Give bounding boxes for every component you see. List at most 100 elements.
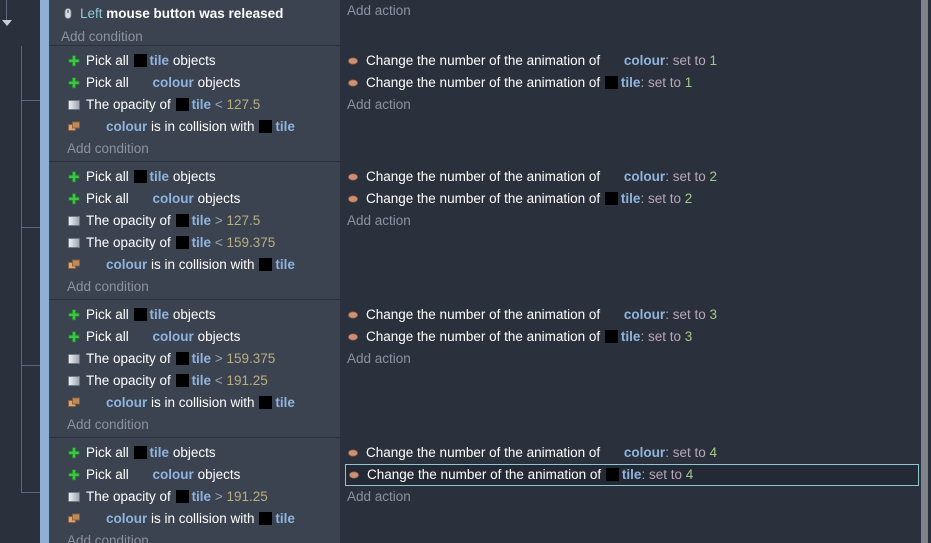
action-column: Change the number of the animation of co… [345, 442, 921, 508]
action-object-name: tile [620, 329, 641, 344]
add-condition-button[interactable]: Add condition [67, 417, 149, 432]
condition-text: is in collision with [151, 257, 255, 272]
condition-text: The opacity of [86, 97, 171, 112]
chevron-down-icon[interactable] [2, 20, 12, 26]
action-parameter: : set to [640, 191, 685, 206]
condition-text: is in collision with [151, 119, 255, 134]
add-condition-button[interactable]: Add condition [67, 533, 149, 543]
pick-all-icon [67, 468, 83, 482]
add-action-root[interactable]: Add action [347, 3, 411, 18]
condition-row[interactable]: Pick all colour objects [49, 72, 340, 94]
pick-all-icon [67, 446, 83, 460]
condition-row[interactable]: Pick all tile objects [49, 166, 340, 188]
condition-row[interactable]: colour is in collision with tile [49, 254, 340, 276]
condition-object-name: tile [149, 445, 170, 460]
condition-text-suffix: objects [197, 467, 241, 482]
opacity-icon [67, 490, 83, 504]
condition-text: Pick all [86, 445, 129, 460]
condition-row[interactable]: colour is in collision with tile [49, 392, 340, 414]
condition-row[interactable]: The opacity of tile > 127.5 [49, 210, 340, 232]
condition-text: Pick all [86, 191, 129, 206]
condition-row[interactable]: Pick all colour objects [49, 464, 340, 486]
sub-event-list: Pick all tile objects Pick all colour obj… [0, 46, 921, 543]
condition-text: is in collision with [151, 395, 255, 410]
condition-value: 159.375 [226, 351, 276, 366]
add-action-button[interactable]: Add action [347, 213, 411, 228]
action-row[interactable]: Change the number of the animation of co… [345, 304, 921, 326]
action-row-selected[interactable]: Change the number of the animation of ti… [345, 464, 919, 486]
action-parameter: : set to [665, 445, 710, 460]
event-selection-bar [40, 300, 49, 438]
pick-all-icon [67, 308, 83, 322]
object-thumbnail [175, 98, 189, 111]
condition-row[interactable]: The opacity of tile < 159.375 [49, 232, 340, 254]
condition-row[interactable]: Pick all colour objects [49, 188, 340, 210]
condition-text-suffix: objects [197, 75, 241, 90]
condition-text: The opacity of [86, 373, 171, 388]
tree-stem [6, 0, 7, 21]
condition-row[interactable]: Pick all colour objects [49, 326, 340, 348]
action-row[interactable]: Change the number of the animation of ti… [345, 326, 921, 348]
add-condition-button[interactable]: Add condition [67, 141, 149, 156]
condition-row[interactable]: colour is in collision with tile [49, 116, 340, 138]
condition-text: Pick all [86, 329, 129, 344]
condition-object-name: tile [149, 53, 170, 68]
action-icon [348, 468, 364, 482]
add-condition-button[interactable]: Add condition [67, 279, 149, 294]
action-object-name: tile [621, 467, 642, 482]
condition-row[interactable]: The opacity of tile > 159.375 [49, 348, 340, 370]
action-text: Change the number of the animation of [366, 329, 601, 344]
pick-all-icon [67, 192, 83, 206]
object-thumbnail [175, 374, 189, 387]
condition-operator: < [214, 235, 223, 250]
action-icon [347, 54, 363, 68]
pick-all-icon [67, 170, 83, 184]
condition-row[interactable]: The opacity of tile < 191.25 [49, 370, 340, 392]
vertical-scrollbar-thumb[interactable] [921, 0, 928, 543]
mouse-icon [61, 7, 77, 21]
trigger-keyword: Left [80, 6, 103, 21]
action-icon [347, 308, 363, 322]
action-value: 1 [684, 75, 693, 90]
condition-object-name: tile [191, 97, 212, 112]
action-column: Change the number of the animation of co… [345, 304, 921, 370]
condition-row[interactable]: colour is in collision with tile [49, 508, 340, 530]
condition-text-suffix: objects [197, 191, 241, 206]
add-action-button[interactable]: Add action [347, 489, 411, 504]
condition-column [40, 162, 340, 300]
add-action-button[interactable]: Add action [347, 97, 411, 112]
tree-line-vertical [21, 46, 22, 162]
vertical-scrollbar[interactable] [921, 0, 931, 543]
opacity-icon [67, 98, 83, 112]
event-selection-bar [40, 46, 49, 162]
condition-object-name: colour [152, 467, 194, 482]
condition-list: Pick all tile objects Pick all colour obj… [49, 162, 340, 300]
action-row[interactable]: Change the number of the animation of co… [345, 442, 921, 464]
condition-row[interactable]: The opacity of tile < 127.5 [49, 94, 340, 116]
add-condition-root[interactable]: Add condition [61, 29, 143, 44]
action-text: Change the number of the animation of [366, 445, 601, 460]
condition-row[interactable]: Pick all tile objects [49, 442, 340, 464]
condition-text-suffix: objects [172, 169, 216, 184]
action-parameter: : set to [640, 329, 685, 344]
action-row[interactable]: Change the number of the animation of ti… [345, 72, 921, 94]
object-thumbnail [604, 192, 618, 205]
condition-object-name: tile [149, 307, 170, 322]
root-event-row[interactable]: Left mouse button was released Add condi… [0, 0, 921, 46]
event-gutter [0, 438, 40, 543]
condition-row[interactable]: The opacity of tile > 191.25 [49, 486, 340, 508]
event-gutter [0, 300, 40, 438]
condition-object-name: tile [191, 235, 212, 250]
condition-trigger-row[interactable]: Left mouse button was released [49, 2, 340, 26]
add-action-button[interactable]: Add action [347, 351, 411, 366]
condition-row[interactable]: Pick all tile objects [49, 304, 340, 326]
condition-text: The opacity of [86, 351, 171, 366]
pick-all-icon [67, 330, 83, 344]
condition-operator: < [214, 97, 223, 112]
condition-row[interactable]: Pick all tile objects [49, 50, 340, 72]
action-row[interactable]: Change the number of the animation of co… [345, 50, 921, 72]
action-row[interactable]: Change the number of the animation of ti… [345, 188, 921, 210]
condition-value: 159.375 [226, 235, 276, 250]
action-row[interactable]: Change the number of the animation of co… [345, 166, 921, 188]
